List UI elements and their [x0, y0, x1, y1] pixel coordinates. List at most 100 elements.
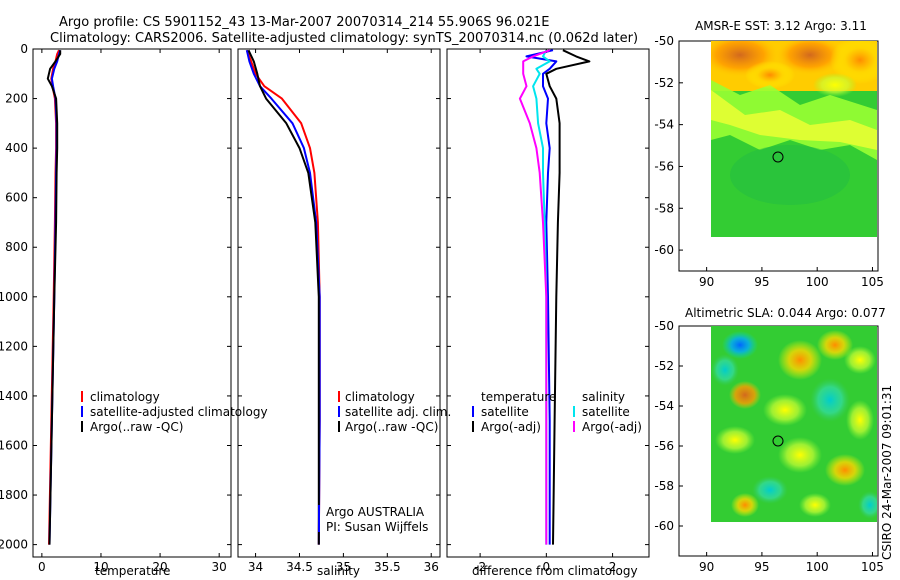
legend-swatch-climatology — [338, 391, 340, 402]
salinity-legend: climatology satellite adj. clim. Argo(..… — [338, 390, 451, 434]
sla-map-field — [711, 326, 877, 522]
map-y-tick-label: -56 — [654, 159, 674, 173]
sst-map-axes: 90 95 100 105 -50 -52 -54 -56 -58 -60 — [654, 34, 884, 289]
x-tick-label: 20 — [152, 560, 167, 574]
series-line-argo-raw-qc- — [46, 50, 62, 545]
legend-label-temp-satellite: satellite — [481, 405, 529, 419]
legend-label-climatology: climatology — [345, 390, 415, 404]
sst-argo-marker — [772, 151, 784, 163]
difference-panel-frame — [446, 48, 650, 558]
y-tick-label: 0 — [20, 42, 28, 56]
legend-label-satellite: satellite-adjusted climatology — [90, 405, 268, 419]
map-y-tick-label: -52 — [654, 359, 674, 373]
x-tick-label: 35 — [336, 560, 351, 574]
difference-series — [518, 49, 591, 545]
map-x-tick-label: 105 — [861, 560, 884, 574]
y-tick-label: 2000 — [0, 538, 28, 552]
y-tick-label: 400 — [5, 141, 28, 155]
map-x-tick-label: 95 — [754, 275, 769, 289]
series-line-temperature-satellite — [525, 49, 558, 545]
y-tick-label: 1600 — [0, 438, 28, 452]
x-tick-label: -2 — [474, 560, 486, 574]
salinity-x-axis: 34 34.5 35 35.5 36 — [248, 49, 439, 574]
x-tick-label: 0 — [38, 560, 46, 574]
y-tick-label: 200 — [5, 92, 28, 106]
temperature-series — [46, 49, 62, 545]
series-line-climatology — [245, 49, 321, 545]
map-y-tick-label: -60 — [654, 243, 674, 257]
y-tick-label: 1400 — [0, 389, 28, 403]
annotation-line1: Argo AUSTRALIA — [326, 505, 425, 519]
legend-label-argo: Argo(..raw -QC) — [90, 420, 183, 434]
legend-swatch-sal-argo — [573, 421, 575, 432]
x-tick-label: 36 — [424, 560, 439, 574]
map-y-tick-label: -54 — [654, 399, 674, 413]
legend-label-temp-argo: Argo(-adj) — [481, 420, 541, 434]
map-x-tick-label: 95 — [754, 560, 769, 574]
salinity-series — [245, 49, 321, 545]
legend-swatch-argo — [81, 421, 83, 432]
y-tick-label: 1800 — [0, 488, 28, 502]
figure-title-line2: Climatology: CARS2006. Satellite-adjuste… — [50, 31, 638, 46]
annotation-swatch — [318, 505, 320, 532]
sst-map-field — [711, 41, 877, 237]
map-x-tick-label: 90 — [699, 275, 714, 289]
map-y-tick-label: -58 — [654, 479, 674, 493]
legend-header-salinity: salinity — [582, 390, 625, 404]
y-tick-label: 800 — [5, 240, 28, 254]
series-line-salinity-argo-adj- — [518, 49, 551, 545]
map-y-tick-label: -56 — [654, 439, 674, 453]
salinity-x-label: salinity — [317, 564, 360, 578]
map-y-tick-label: -54 — [654, 118, 674, 132]
x-tick-label: 10 — [93, 560, 108, 574]
legend-swatch-climatology — [81, 391, 83, 402]
legend-label-satellite: satellite adj. clim. — [345, 405, 451, 419]
sla-map-title: Altimetric SLA: 0.044 Argo: 0.077 — [685, 306, 886, 320]
legend-label-sal-argo: Argo(-adj) — [582, 420, 642, 434]
legend-swatch-sal-satellite — [573, 406, 575, 417]
temperature-x-label: temperature — [95, 564, 170, 578]
map-y-tick-label: -60 — [654, 519, 674, 533]
credit-label: CSIRO 24-Mar-2007 09:01:31 — [880, 385, 894, 560]
map-x-tick-label: 90 — [699, 560, 714, 574]
legend-label-sal-satellite: satellite — [582, 405, 630, 419]
legend-swatch-temp-satellite — [472, 406, 474, 417]
x-tick-label: 2 — [609, 560, 617, 574]
sla-map-axes: 90 95 100 105 -50 -52 -54 -56 -58 -60 — [654, 319, 884, 574]
temperature-legend: climatology satellite-adjusted climatolo… — [81, 390, 268, 434]
map-y-tick-label: -50 — [654, 319, 674, 333]
x-tick-label: 0 — [543, 560, 551, 574]
series-line-temperature-argo-adj- — [545, 49, 591, 545]
legend-swatch-satellite — [338, 406, 340, 417]
depth-axis: 0 200 400 600 800 1000 1200 1400 1600 1800 2000 — [0, 42, 649, 552]
legend-swatch-temp-argo — [472, 421, 474, 432]
salinity-panel-frame — [237, 48, 441, 558]
difference-x-axis: -2 0 2 — [474, 49, 616, 574]
x-tick-label: 35.5 — [374, 560, 401, 574]
series-line-satellite-adj-clim- — [245, 49, 321, 545]
map-y-tick-label: -52 — [654, 76, 674, 90]
annotation-line2: PI: Susan Wijffels — [326, 520, 428, 534]
legend-swatch-satellite — [81, 406, 83, 417]
y-tick-label: 1000 — [0, 290, 28, 304]
y-tick-label: 600 — [5, 191, 28, 205]
series-line-argo-raw-qc- — [247, 49, 320, 545]
difference-legend: temperature salinity satellite Argo(-adj… — [472, 390, 642, 434]
map-x-tick-label: 105 — [861, 275, 884, 289]
legend-header-temperature: temperature — [481, 390, 556, 404]
legend-label-climatology: climatology — [90, 390, 160, 404]
legend-swatch-argo — [338, 421, 340, 432]
x-tick-label: 34.5 — [286, 560, 313, 574]
map-x-tick-label: 100 — [806, 560, 829, 574]
sla-argo-marker — [772, 435, 784, 447]
map-y-tick-label: -50 — [654, 34, 674, 48]
temperature-x-axis: 0 10 20 30 — [38, 49, 227, 574]
sla-map: Altimetric SLA: 0.044 Argo: 0.077 90 95 10… — [654, 306, 885, 574]
legend-label-argo: Argo(..raw -QC) — [345, 420, 438, 434]
sst-map: AMSR-E SST: 3.12 Argo: 3.11 90 95 100 105 -5… — [654, 19, 884, 289]
y-tick-label: 1200 — [0, 339, 28, 353]
x-tick-label: 30 — [212, 560, 227, 574]
map-x-tick-label: 100 — [806, 275, 829, 289]
x-tick-label: 34 — [248, 560, 263, 574]
